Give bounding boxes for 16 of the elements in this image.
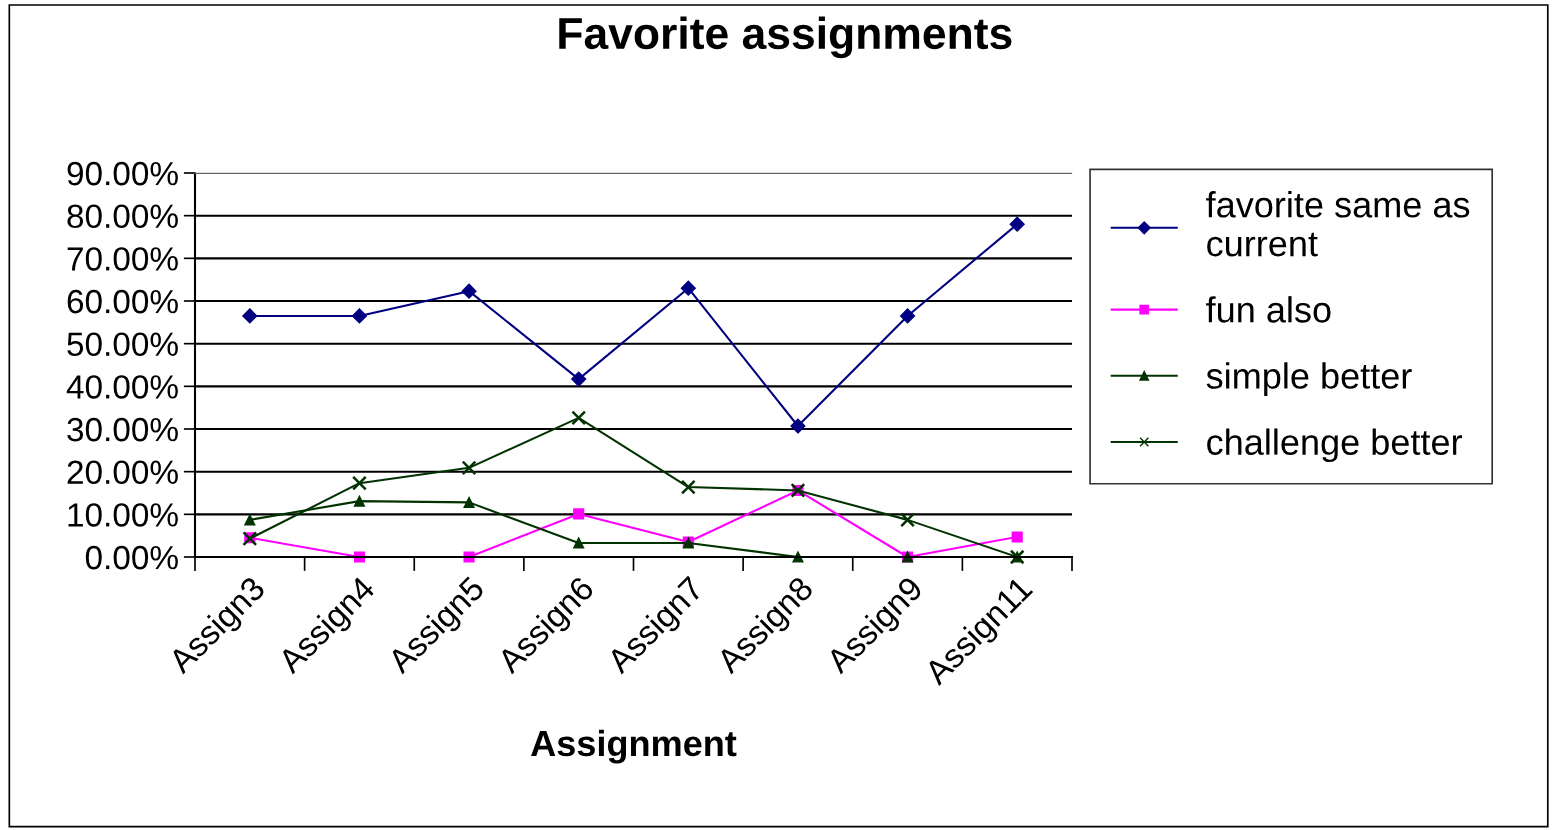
x-axis-title: Assignment: [531, 729, 737, 764]
legend-label: simple better: [1206, 362, 1412, 396]
legend-label: challenge better: [1207, 428, 1462, 463]
y-tick-label: 90.00%: [67, 161, 178, 186]
legend-label: favorite same as current: [1206, 191, 1470, 257]
y-tick-label: 30.00%: [67, 417, 178, 442]
y-tick-label: 20.00%: [67, 460, 178, 485]
legend-label: fun also: [1206, 296, 1331, 323]
y-tick-label: 0.00%: [85, 545, 178, 570]
y-tick-label: 50.00%: [67, 332, 178, 357]
y-tick-label: 70.00%: [67, 247, 178, 271]
chart-title: Favorite assignments: [559, 16, 1012, 59]
y-tick-label: 40.00%: [66, 375, 178, 399]
y-tick-label: 60.00%: [67, 289, 178, 314]
y-tick-label: 10.00%: [68, 503, 178, 527]
y-tick-label: 80.00%: [67, 204, 178, 229]
